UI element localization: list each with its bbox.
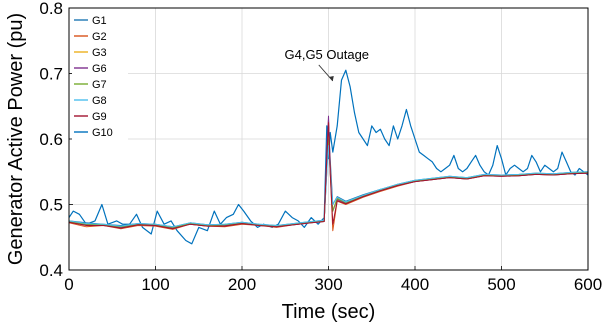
legend-label-g2: G2: [92, 31, 107, 43]
legend-label-g7: G7: [92, 79, 107, 91]
y-tick-label-2: 0.6: [39, 130, 63, 149]
legend-label-g6: G6: [92, 63, 107, 75]
y-tick-label-3: 0.7: [39, 65, 63, 84]
legend: G1 G2 G3 G6 G7 G8 G9 G10: [72, 10, 128, 142]
legend-label-g8: G8: [92, 95, 107, 107]
x-tick-label-0: 0: [64, 275, 73, 294]
y-tick-label-0: 0.4: [39, 261, 63, 280]
y-tick-label-4: 0.8: [39, 0, 63, 18]
legend-label-g3: G3: [92, 47, 107, 59]
series-lines: [68, 69, 589, 245]
x-tick-label-1: 100: [141, 275, 169, 294]
x-tick-label-6: 600: [574, 275, 602, 294]
series-line-g9: [68, 122, 589, 230]
annotation: G4,G5 Outage: [284, 47, 369, 82]
x-axis-label: Time (sec): [282, 301, 376, 323]
y-tick-label-1: 0.5: [39, 196, 63, 215]
y-ticks: 0.4 0.5 0.6 0.7 0.8: [39, 0, 73, 280]
legend-label-g10: G10: [92, 127, 113, 139]
annotation-text: G4,G5 Outage: [284, 47, 369, 62]
x-tick-label-3: 300: [314, 275, 342, 294]
annotation-arrowhead: [328, 75, 334, 81]
y-axis-label: Generator Active Power (pu): [5, 13, 27, 265]
legend-label-g1: G1: [92, 15, 107, 27]
x-tick-label-4: 400: [401, 275, 429, 294]
series-line-g10: [68, 69, 589, 245]
legend-label-g9: G9: [92, 111, 107, 123]
x-tick-label-5: 500: [487, 275, 515, 294]
x-ticks: 0 100 200 300 400 500 600: [64, 266, 602, 294]
legend-box: [72, 10, 128, 142]
x-tick-label-2: 200: [228, 275, 256, 294]
